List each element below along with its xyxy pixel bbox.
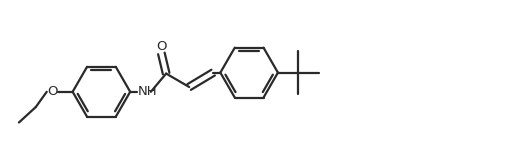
- Text: NH: NH: [138, 85, 158, 98]
- Text: O: O: [156, 40, 167, 53]
- Text: O: O: [47, 85, 58, 98]
